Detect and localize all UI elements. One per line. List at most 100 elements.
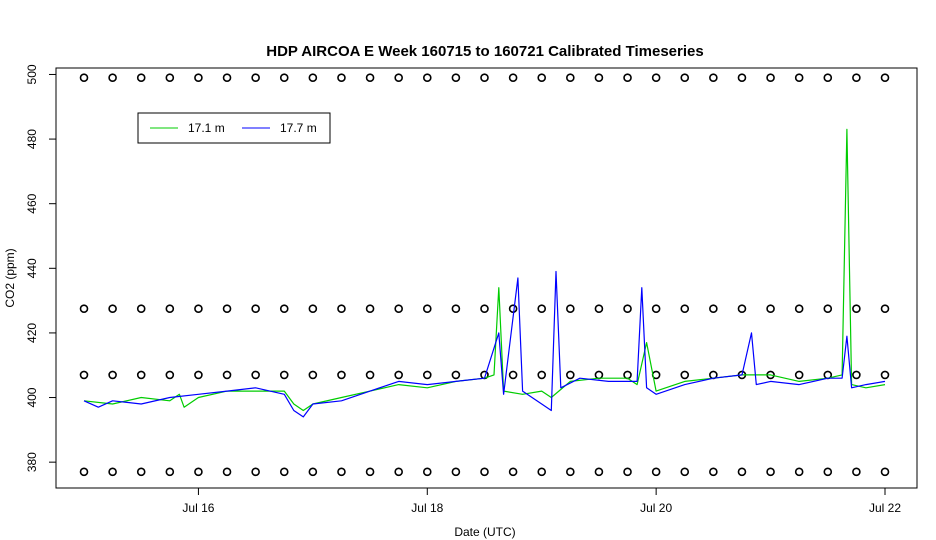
calibration-marker [680,370,690,380]
calibration-marker [709,467,718,477]
calibration-markers [79,73,890,477]
calibration-marker [394,304,403,313]
calibration-marker [709,73,718,82]
calibration-marker [537,467,547,477]
calibration-marker [194,467,203,477]
calibration-marker [165,304,175,313]
calibration-marker [680,304,690,313]
series-line-17-7m [83,270,886,418]
calibration-marker [422,370,432,380]
calibration-marker [508,73,518,82]
x-tick-label: Jul 16 [182,501,214,515]
calibration-marker [852,304,861,313]
calibration-marker [766,73,775,82]
calibration-marker [823,73,833,82]
calibration-marker [308,467,318,477]
calibration-marker [194,370,203,380]
calibration-marker [136,467,146,477]
calibration-marker [136,73,146,82]
calibration-marker [794,370,804,380]
calibration-marker [222,370,232,380]
y-tick-label: 400 [25,387,39,407]
series-line-17-1m [83,128,886,412]
calibration-marker [222,467,232,477]
calibration-marker [165,370,175,380]
calibration-marker [422,467,432,477]
calibration-marker [422,73,432,82]
calibration-marker [79,370,89,380]
calibration-marker [136,304,146,313]
calibration-marker [852,467,861,477]
calibration-marker [880,370,890,380]
calibration-marker [451,73,461,82]
calibration-marker [594,467,604,477]
chart-title: HDP AIRCOA E Week 160715 to 160721 Calib… [266,43,703,60]
calibration-marker [623,73,632,82]
x-axis-label: Date (UTC) [454,525,515,539]
calibration-marker [594,370,604,380]
calibration-marker [794,73,804,82]
calibration-marker [108,467,117,477]
calibration-marker [880,304,890,313]
calibration-marker [365,304,375,313]
calibration-marker [651,467,661,477]
calibration-marker [766,304,775,313]
calibration-marker [880,467,890,477]
calibration-marker [108,304,117,313]
calibration-marker [279,370,289,380]
y-tick-label: 380 [25,452,39,472]
calibration-marker [308,304,318,313]
calibration-marker [794,304,804,313]
calibration-marker [537,370,547,380]
calibration-marker [337,304,346,313]
calibration-marker [79,73,89,82]
calibration-marker [251,467,260,477]
y-tick-label: 500 [25,64,39,84]
calibration-marker [222,73,232,82]
calibration-marker [508,370,518,380]
calibration-marker [508,304,518,313]
calibration-marker [308,370,318,380]
calibration-marker [394,467,403,477]
y-tick-label: 480 [25,129,39,149]
calibration-marker [365,370,375,380]
legend-label-17-7m: 17.7 m [280,121,317,135]
calibration-marker [852,73,861,82]
calibration-marker [651,304,661,313]
calibration-marker [79,467,89,477]
calibration-marker [852,370,861,380]
calibration-marker [623,467,632,477]
calibration-marker [480,304,489,313]
calibration-marker [422,304,432,313]
calibration-marker [537,304,547,313]
calibration-marker [365,73,375,82]
y-axis: 380 400 420 440 460 480 500 [25,64,57,472]
calibration-marker [165,73,175,82]
calibration-marker [566,370,575,380]
calibration-marker [337,73,346,82]
calibration-marker [451,467,461,477]
calibration-marker [108,370,117,380]
calibration-marker [880,73,890,82]
calibration-marker [194,304,203,313]
calibration-marker [680,73,690,82]
calibration-marker [194,73,203,82]
calibration-marker [251,370,260,380]
y-tick-label: 460 [25,193,39,213]
calibration-marker [737,73,747,82]
calibration-marker [566,467,575,477]
calibration-marker [480,467,489,477]
calibration-marker [537,73,547,82]
calibration-marker [766,467,775,477]
calibration-marker [623,304,632,313]
x-axis: Jul 16 Jul 18 Jul 20 Jul 22 [182,487,901,515]
y-tick-label: 420 [25,323,39,343]
x-tick-label: Jul 18 [411,501,443,515]
calibration-marker [737,467,747,477]
calibration-marker [709,304,718,313]
calibration-marker [394,370,403,380]
x-tick-label: Jul 22 [869,501,901,515]
calibration-marker [508,467,518,477]
calibration-marker [451,304,461,313]
calibration-marker [222,304,232,313]
